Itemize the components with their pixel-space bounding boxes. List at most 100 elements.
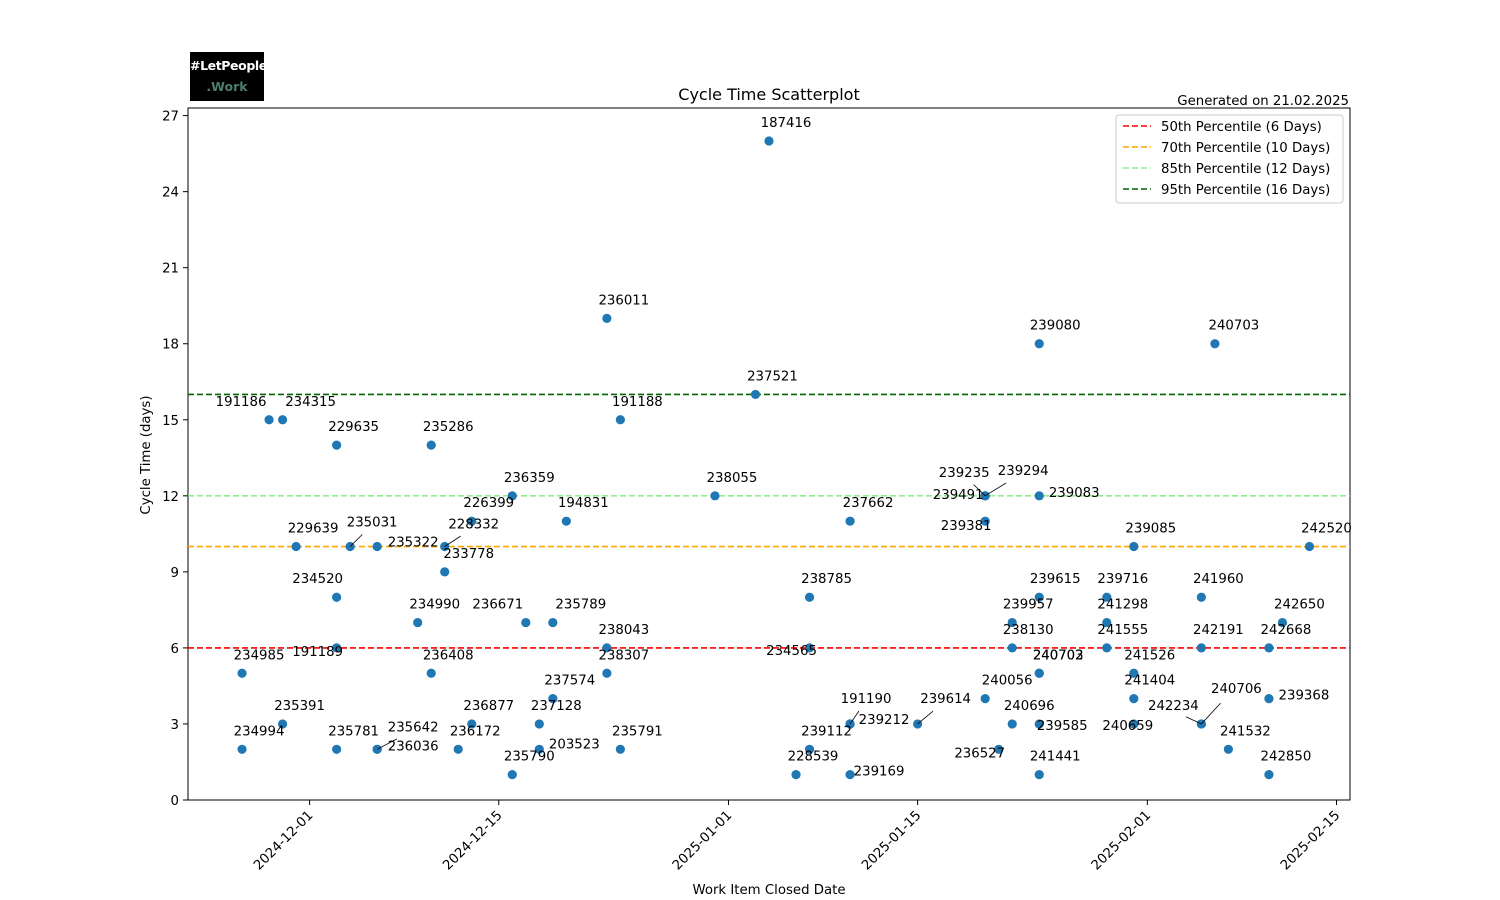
data-point — [427, 669, 436, 678]
point-label: 240056 — [982, 674, 1033, 689]
data-point — [548, 618, 557, 627]
x-tick-label: 2025-02-01 — [1089, 808, 1154, 873]
data-point — [1035, 669, 1044, 678]
generated-date: Generated on 21.02.2025 — [1177, 94, 1349, 109]
point-label: 228539 — [788, 750, 839, 765]
point-label: 242234 — [1148, 699, 1199, 714]
point-label: 240703 — [1209, 319, 1260, 334]
data-point — [1305, 542, 1314, 551]
point-label: 234994 — [234, 724, 285, 739]
point-label: 229635 — [328, 420, 379, 435]
x-tick-label: 2025-02-15 — [1278, 808, 1343, 873]
point-label: 236172 — [450, 724, 501, 739]
x-tick-label: 2025-01-01 — [670, 808, 735, 873]
legend-label: 50th Percentile (6 Days) — [1161, 120, 1322, 135]
point-label: 236011 — [598, 293, 649, 308]
point-label: 235031 — [347, 516, 398, 531]
point-label: 239585 — [1037, 719, 1088, 734]
data-point — [373, 542, 382, 551]
label-leader-line — [918, 711, 933, 724]
point-label: 235391 — [274, 699, 325, 714]
data-point — [981, 694, 990, 703]
x-tick-label: 2024-12-15 — [440, 808, 505, 873]
point-label: 236877 — [463, 699, 514, 714]
point-label: 239381 — [941, 519, 992, 534]
x-axis-label: Work Item Closed Date — [692, 883, 845, 898]
point-label: 238785 — [801, 572, 852, 587]
point-label: 239235 — [939, 466, 990, 481]
point-label: 239083 — [1049, 486, 1100, 501]
data-point — [1035, 770, 1044, 779]
data-point — [1210, 339, 1219, 348]
data-point — [751, 390, 760, 399]
point-label: 237128 — [531, 699, 582, 714]
data-point — [1197, 643, 1206, 652]
point-label: 239614 — [920, 692, 971, 707]
y-tick-label: 21 — [162, 262, 179, 277]
point-label: 235791 — [612, 724, 663, 739]
data-point — [1008, 643, 1017, 652]
point-label: 226399 — [463, 496, 514, 511]
point-label: 191188 — [612, 395, 663, 410]
point-label: 234315 — [285, 395, 336, 410]
point-label: 237662 — [843, 496, 894, 511]
chart-title: Cycle Time Scatterplot — [678, 85, 859, 104]
legend-label: 70th Percentile (10 Days) — [1161, 141, 1330, 156]
data-point — [1129, 542, 1138, 551]
point-label: 241526 — [1124, 648, 1175, 663]
legend-label: 95th Percentile (16 Days) — [1161, 183, 1330, 198]
data-point — [332, 593, 341, 602]
data-point — [291, 542, 300, 551]
data-point — [535, 719, 544, 728]
point-label: 235790 — [504, 750, 555, 765]
data-point — [427, 441, 436, 450]
y-tick-label: 6 — [171, 642, 179, 657]
point-label: 242520 — [1301, 522, 1352, 537]
point-label: 236036 — [388, 739, 439, 754]
point-label: 191186 — [216, 395, 267, 410]
point-label: 234565 — [766, 644, 817, 659]
point-label: 239716 — [1097, 572, 1148, 587]
data-point — [562, 517, 571, 526]
plot-frame — [188, 108, 1350, 800]
point-label: 194831 — [558, 496, 609, 511]
point-label: 240696 — [1004, 699, 1055, 714]
point-label: 241404 — [1124, 674, 1175, 689]
y-tick-label: 27 — [162, 110, 179, 125]
data-point — [332, 745, 341, 754]
data-point — [237, 745, 246, 754]
point-label: 233778 — [443, 547, 494, 562]
label-leader-line — [445, 536, 461, 546]
data-point — [764, 136, 773, 145]
data-point — [805, 593, 814, 602]
point-label: 235789 — [555, 598, 606, 613]
point-label: 236408 — [423, 648, 474, 663]
point-label: 229639 — [288, 522, 339, 537]
point-label: 234520 — [292, 572, 343, 587]
point-label: 239615 — [1030, 572, 1081, 587]
point-label: 240706 — [1211, 682, 1262, 697]
data-point — [1264, 643, 1273, 652]
point-label: 239368 — [1279, 689, 1330, 704]
point-label: 239294 — [998, 464, 1049, 479]
point-label: 240659 — [1102, 719, 1153, 734]
data-point — [373, 745, 382, 754]
point-label: 203523 — [549, 737, 600, 752]
data-point — [237, 669, 246, 678]
label-leader-line — [1201, 703, 1220, 724]
data-point — [508, 770, 517, 779]
legend-label: 85th Percentile (12 Days) — [1161, 162, 1330, 177]
x-tick-label: 2024-12-01 — [251, 808, 316, 873]
point-label: 234990 — [409, 598, 460, 613]
data-point — [440, 567, 449, 576]
point-label: 237574 — [544, 674, 595, 689]
point-label: 239112 — [801, 724, 852, 739]
y-tick-label: 18 — [162, 338, 179, 353]
point-label: 241441 — [1030, 750, 1081, 765]
data-point — [332, 441, 341, 450]
point-label: 241298 — [1097, 598, 1148, 613]
point-label: 235286 — [423, 420, 474, 435]
point-label: 238130 — [1003, 623, 1054, 638]
point-label: 239080 — [1030, 319, 1081, 334]
